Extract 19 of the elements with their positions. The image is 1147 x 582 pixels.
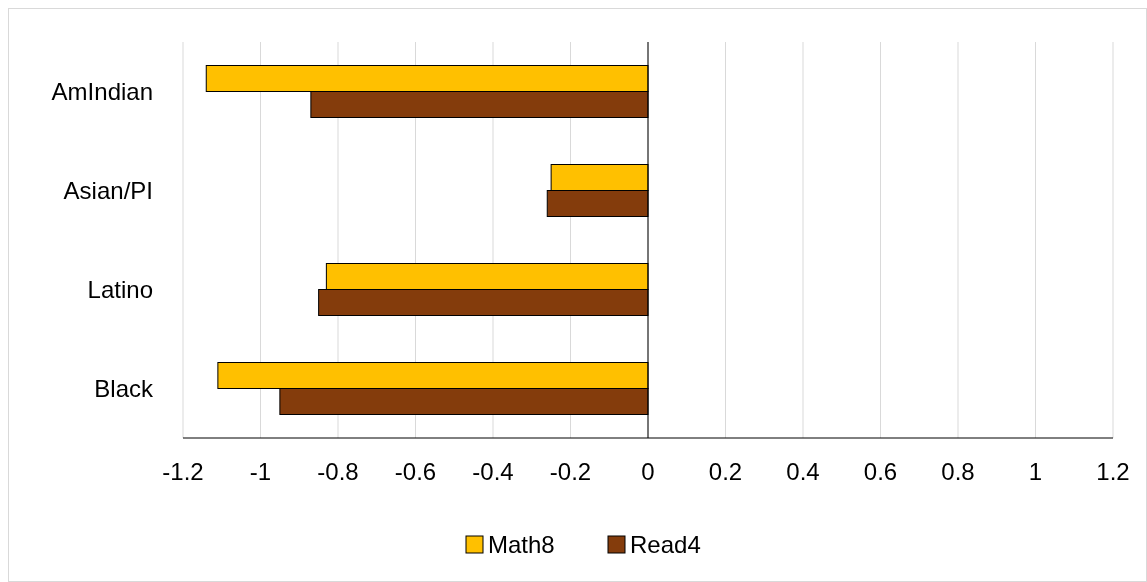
- y-tick-label: Black: [94, 374, 154, 402]
- y-tick-label: Asian/PI: [63, 176, 153, 204]
- x-tick-label: 0.6: [863, 458, 898, 485]
- y-tick-label: AmIndian: [51, 77, 153, 105]
- x-tick-label: -0.8: [317, 458, 359, 485]
- x-tick-label: 0: [641, 458, 655, 485]
- x-tick-label: 1: [1028, 458, 1043, 485]
- x-tick-label: 0.8: [941, 458, 975, 485]
- x-tick-label: -1.2: [162, 458, 204, 485]
- x-tick-label: -0.6: [394, 458, 437, 485]
- x-tick-label: 0.4: [786, 458, 820, 485]
- x-tick-label: 1.2: [1096, 458, 1130, 485]
- x-tick-label: 0.2: [708, 458, 743, 485]
- legend-label: Read4: [630, 531, 701, 558]
- legend-label: Math8: [488, 531, 555, 558]
- x-tick-label: -1: [249, 458, 272, 485]
- y-tick-label: Latino: [87, 275, 153, 303]
- x-tick-label: -0.4: [472, 458, 514, 485]
- x-tick-label: -0.2: [549, 458, 592, 485]
